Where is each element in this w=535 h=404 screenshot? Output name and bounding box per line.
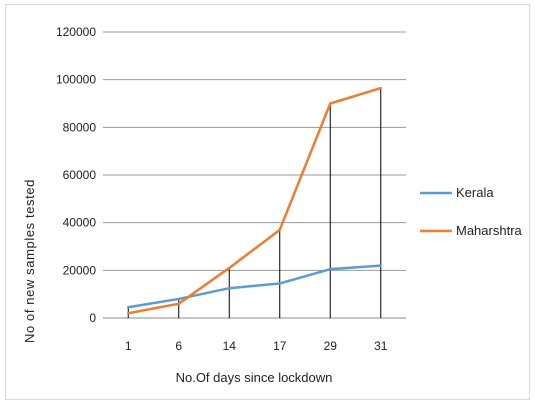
legend-label: Kerala	[456, 185, 494, 200]
y-tick-labels: 0 20000 40000 60000 80000 100000 120000	[56, 25, 96, 325]
y-tick-label: 120000	[56, 25, 96, 39]
x-tick-label: 29	[324, 339, 338, 353]
y-tick-label: 80000	[63, 120, 97, 134]
legend-item-kerala: Kerala	[420, 185, 494, 200]
series-line-kerala	[127, 264, 382, 309]
x-tick-label: 1	[125, 339, 132, 353]
y-tick-label: 100000	[56, 73, 96, 87]
chart-area	[5, 4, 530, 400]
x-tick-label: 6	[175, 339, 182, 353]
y-tick-label: 0	[89, 311, 96, 325]
gridlines	[103, 31, 406, 319]
y-tick-label: 40000	[63, 216, 97, 230]
drop-lines	[127, 88, 382, 318]
legend-label: Maharshtra	[456, 223, 523, 238]
legend-item-maharshtra: Maharshtra	[420, 223, 523, 238]
y-axis-title: No of new samples tested	[22, 179, 37, 343]
x-tick-label: 17	[273, 339, 287, 353]
x-tick-label: 14	[223, 339, 237, 353]
legend: Kerala Maharshtra	[420, 185, 523, 238]
y-tick-label: 20000	[63, 263, 97, 277]
x-tick-label: 31	[374, 339, 388, 353]
x-axis-title: No.Of days since lockdown	[176, 370, 333, 385]
series-line-maharshtra	[127, 86, 382, 315]
x-tick-labels: 1 6 14 17 29 31	[125, 339, 388, 353]
y-tick-label: 60000	[63, 168, 97, 182]
series-lines	[127, 86, 382, 315]
